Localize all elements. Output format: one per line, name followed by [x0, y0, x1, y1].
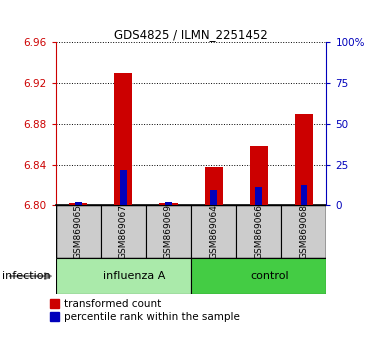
Bar	[250, 146, 268, 205]
Bar	[205, 167, 223, 205]
Bar	[295, 114, 313, 205]
Bar	[191, 205, 236, 258]
Text: control: control	[251, 271, 289, 281]
Bar	[191, 258, 326, 294]
Bar	[56, 258, 191, 294]
Bar	[101, 205, 146, 258]
Legend: transformed count, percentile rank within the sample: transformed count, percentile rank withi…	[50, 299, 240, 322]
Bar	[56, 205, 101, 258]
Bar	[160, 203, 178, 205]
Bar	[120, 170, 127, 205]
Text: GSM869068: GSM869068	[299, 204, 308, 259]
Bar	[281, 205, 326, 258]
Text: infection: infection	[2, 271, 50, 281]
Title: GDS4825 / ILMN_2251452: GDS4825 / ILMN_2251452	[114, 28, 268, 41]
Text: influenza A: influenza A	[104, 271, 166, 281]
Bar	[114, 73, 132, 205]
Bar	[236, 205, 281, 258]
Bar	[69, 203, 87, 205]
Text: GSM869069: GSM869069	[164, 204, 173, 259]
Text: GSM869067: GSM869067	[119, 204, 128, 259]
Text: GSM869065: GSM869065	[74, 204, 83, 259]
Bar	[210, 190, 217, 205]
Text: GSM869066: GSM869066	[254, 204, 263, 259]
Bar	[165, 202, 172, 205]
Bar	[146, 205, 191, 258]
Bar	[255, 187, 262, 205]
Bar	[301, 185, 307, 205]
Bar	[75, 202, 82, 205]
Text: GSM869064: GSM869064	[209, 204, 218, 259]
